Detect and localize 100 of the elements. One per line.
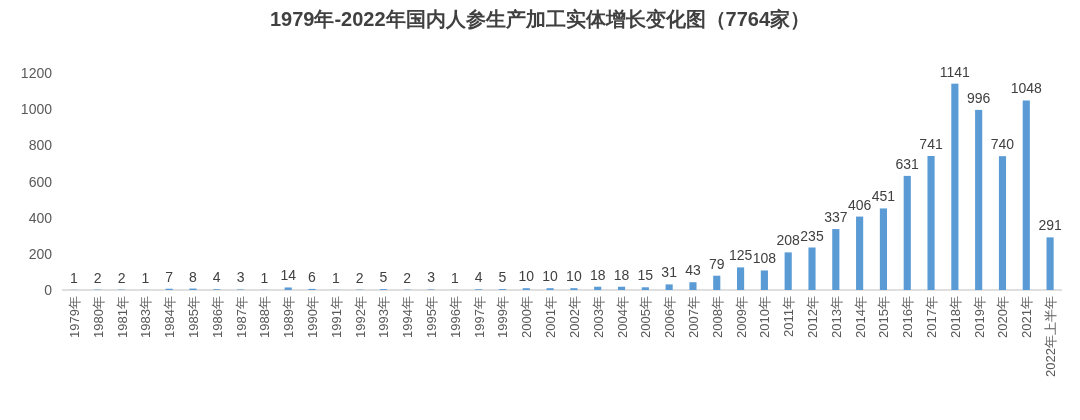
x-tick-label: 2012年 xyxy=(805,296,820,338)
bar xyxy=(284,287,292,290)
data-label: 1141 xyxy=(939,63,971,80)
data-label: 79 xyxy=(708,255,725,272)
x-tick-label: 1984年 xyxy=(162,296,178,338)
bar xyxy=(903,175,911,290)
y-tick-label: 400 xyxy=(28,209,53,226)
chart-title: 1979年-2022年国内人参生产加工实体增长变化图（7764家） xyxy=(269,8,811,30)
x-tick-label: 1996年 xyxy=(447,296,463,338)
bar xyxy=(832,229,840,290)
data-label: 125 xyxy=(728,247,753,264)
data-label: 208 xyxy=(776,232,801,249)
bar xyxy=(975,109,983,290)
data-label: 1 xyxy=(141,269,150,286)
data-label: 996 xyxy=(966,89,991,106)
x-tick-label: 1999年 xyxy=(495,296,511,338)
y-tick-label: 0 xyxy=(44,282,53,298)
data-label: 3 xyxy=(236,269,245,286)
x-tick-label: 2020年 xyxy=(995,296,1011,338)
x-tick-label: 2008年 xyxy=(709,296,725,338)
data-label: 631 xyxy=(895,155,920,172)
data-label: 8 xyxy=(189,268,198,285)
y-tick-label: 600 xyxy=(28,173,53,190)
bar xyxy=(737,267,745,290)
data-label: 2 xyxy=(117,269,126,286)
bar xyxy=(760,270,768,290)
x-tick-label: 2019年 xyxy=(971,296,987,338)
x-tick-label: 2013年 xyxy=(828,296,844,338)
x-tick-label: 2009年 xyxy=(733,296,749,338)
y-tick-label: 1200 xyxy=(20,65,53,81)
data-label: 2 xyxy=(403,269,412,286)
x-tick-label: 1985年 xyxy=(185,296,201,338)
data-label: 18 xyxy=(589,266,606,283)
data-label: 10 xyxy=(566,268,582,285)
data-label: 4 xyxy=(474,269,483,286)
bar xyxy=(665,284,673,290)
data-label: 2 xyxy=(93,269,102,286)
x-tick-label: 1979年 xyxy=(66,296,82,338)
data-label: 15 xyxy=(637,267,654,284)
x-tick-label: 1981年 xyxy=(114,296,130,338)
x-tick-label: 1983年 xyxy=(138,296,154,338)
data-label: 4 xyxy=(212,269,221,286)
x-tick-label: 1987年 xyxy=(233,296,249,338)
x-tick-label: 2000年 xyxy=(519,296,535,338)
bar xyxy=(808,247,816,290)
x-tick-label: 1980年 xyxy=(90,296,106,338)
y-tick-label: 200 xyxy=(28,245,53,262)
data-label: 7 xyxy=(165,268,174,285)
x-tick-label: 2005年 xyxy=(638,296,654,338)
x-tick-label: 1994年 xyxy=(400,296,416,338)
x-tick-label: 1993年 xyxy=(376,296,392,338)
x-tick-label: 2010年 xyxy=(757,296,773,338)
bar xyxy=(641,287,649,290)
x-tick-label: 2016年 xyxy=(900,296,916,338)
x-tick-label: 2007年 xyxy=(685,296,701,338)
x-tick-label: 1989年 xyxy=(281,296,297,338)
y-tick-label: 800 xyxy=(28,137,53,154)
data-label: 235 xyxy=(800,227,824,244)
data-label: 6 xyxy=(308,268,317,285)
x-tick-label: 2003年 xyxy=(590,296,606,338)
x-tick-label: 2021年 xyxy=(1019,296,1035,338)
bar xyxy=(856,216,864,290)
data-label: 291 xyxy=(1038,217,1062,234)
x-tick-label: 2022年上半年 xyxy=(1043,296,1059,377)
bar xyxy=(617,286,626,290)
bar xyxy=(1022,100,1030,290)
x-tick-label: 2017年 xyxy=(924,296,940,338)
data-label: 1 xyxy=(450,269,459,286)
bar xyxy=(713,275,721,290)
bar xyxy=(689,282,697,290)
data-label: 740 xyxy=(990,136,1015,153)
data-label: 741 xyxy=(919,136,943,152)
data-label: 1048 xyxy=(1010,80,1043,97)
data-label: 1 xyxy=(260,269,269,286)
x-tick-label: 2006年 xyxy=(662,296,678,338)
data-label: 1 xyxy=(70,269,79,286)
data-label: 5 xyxy=(498,269,507,286)
x-tick-label: 1997年 xyxy=(471,296,487,338)
bar xyxy=(594,286,602,290)
data-label: 14 xyxy=(280,267,297,284)
data-label: 10 xyxy=(518,268,535,285)
data-label: 2 xyxy=(355,269,364,286)
bar xyxy=(1046,237,1054,290)
data-label: 43 xyxy=(685,262,701,279)
data-label: 31 xyxy=(661,264,678,281)
data-label: 406 xyxy=(847,196,872,213)
bar xyxy=(784,252,792,290)
data-label: 18 xyxy=(613,266,630,283)
data-label: 10 xyxy=(542,268,559,285)
bar xyxy=(951,83,959,290)
y-tick-label: 1000 xyxy=(20,101,53,118)
x-tick-label: 2002年 xyxy=(566,296,582,338)
data-label: 3 xyxy=(427,269,436,286)
data-label: 1 xyxy=(331,269,340,286)
x-tick-label: 1986年 xyxy=(209,296,225,338)
x-tick-label: 2015年 xyxy=(876,296,892,338)
bar xyxy=(879,208,887,290)
bar xyxy=(998,156,1007,290)
data-label: 108 xyxy=(752,250,777,267)
data-label: 5 xyxy=(379,269,388,286)
